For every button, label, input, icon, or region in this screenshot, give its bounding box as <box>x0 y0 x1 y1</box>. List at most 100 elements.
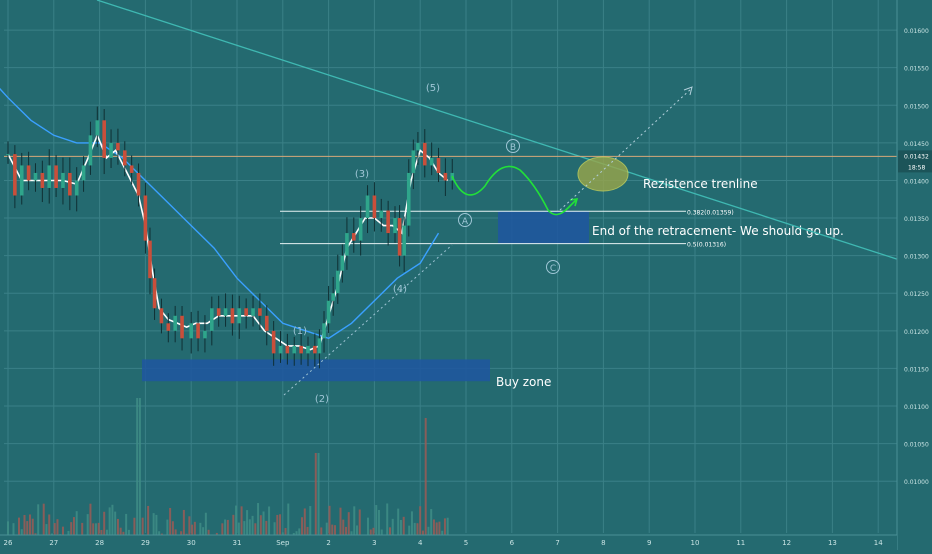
retracement-zone-label: End of the retracement- We should go up. <box>592 224 844 238</box>
time-tick-label: 29 <box>141 539 150 547</box>
candle <box>189 323 193 339</box>
volume-bar <box>432 519 435 548</box>
volume-bar <box>111 504 114 548</box>
volume-bar <box>443 518 446 548</box>
volume-bar <box>309 506 312 548</box>
candle <box>285 345 290 354</box>
volume-bar <box>152 513 155 548</box>
volume-bar <box>108 507 111 548</box>
current-price-countdown: 18:58 <box>908 164 925 171</box>
current-price-tag <box>898 150 932 173</box>
wave-circle <box>506 139 520 153</box>
wave-label: B <box>510 143 516 153</box>
volume-bar <box>75 511 78 548</box>
volume-bar <box>399 519 402 548</box>
volume-bar <box>375 505 378 548</box>
volume-bar <box>125 513 128 548</box>
candle <box>159 308 164 324</box>
candle <box>216 308 221 316</box>
candle <box>416 142 420 151</box>
volume-bar <box>358 509 361 548</box>
volume-bar <box>133 517 136 548</box>
price-tick-label: 0.01050 <box>904 442 929 449</box>
time-axis-background <box>0 535 897 550</box>
candle <box>40 172 45 188</box>
zones: Buy zone End of the retracement- We shoul… <box>142 209 844 389</box>
candle <box>436 157 441 173</box>
candle <box>203 330 207 339</box>
price-tick-label: 0.01100 <box>904 404 929 411</box>
volume-bar <box>303 508 306 548</box>
wave-label: (2) <box>315 394 329 405</box>
volume-bar <box>386 503 389 548</box>
volume-bar <box>419 506 422 548</box>
time-tick-label: 5 <box>464 539 468 547</box>
volume-bar <box>251 515 254 548</box>
candle <box>74 180 79 196</box>
volume-bar <box>166 519 169 548</box>
current-price-label: 0.01432 <box>904 153 929 160</box>
candle <box>443 172 448 181</box>
candle <box>19 165 24 196</box>
volume-bar <box>141 517 144 548</box>
volume-bar <box>347 512 350 548</box>
price-tick-label: 0.01200 <box>904 329 929 336</box>
time-tick-label: 7 <box>555 539 559 547</box>
volume-bar <box>366 517 369 548</box>
candle <box>116 142 120 151</box>
time-tick-label: 13 <box>828 539 837 547</box>
wave-circle <box>546 260 560 274</box>
candle <box>406 172 411 226</box>
forecast-path <box>451 165 577 216</box>
price-tick-label: 0.01350 <box>904 216 929 223</box>
fib-label: 0.5(0.01316) <box>687 242 726 249</box>
volume-bar <box>28 514 31 548</box>
annotations: Rezistence trenline (1) (2) (3) (4) (5) A B C <box>283 83 758 405</box>
volume-bar <box>116 518 119 548</box>
volume-bar <box>410 511 413 548</box>
volume-bar <box>89 503 92 548</box>
price-tick-label: 0.01500 <box>904 103 929 110</box>
time-tick-label: 28 <box>95 539 104 547</box>
candle <box>345 233 349 256</box>
candle <box>306 345 310 354</box>
candle <box>180 315 184 339</box>
candle <box>278 345 283 354</box>
volume-bar <box>265 520 268 548</box>
price-tick-label: 0.01150 <box>904 366 929 373</box>
fib-label: 0.382(0.01359) <box>687 209 734 216</box>
volume-bar <box>301 517 304 548</box>
candle <box>379 210 384 219</box>
candle <box>95 120 100 136</box>
candle <box>397 218 402 256</box>
indicator-lines <box>0 0 898 351</box>
volume-bar <box>182 509 185 548</box>
volume-bar <box>342 519 345 548</box>
volume-bar <box>56 519 59 548</box>
candle <box>411 150 416 173</box>
candle <box>251 308 255 316</box>
candle <box>429 157 434 166</box>
volume-bar <box>391 518 394 548</box>
candle <box>166 323 171 331</box>
candle <box>331 293 335 301</box>
candle <box>237 308 242 324</box>
volume-bar <box>147 505 150 548</box>
volume-bar <box>377 509 380 548</box>
grid <box>4 0 897 533</box>
volume-bar <box>235 505 238 548</box>
candle <box>6 154 10 156</box>
price-tick-label: 0.01600 <box>904 28 929 35</box>
volume-bar <box>246 510 249 548</box>
candle <box>33 172 38 181</box>
retracement-zone <box>498 211 589 244</box>
wave-label: A <box>462 217 469 227</box>
price-tick-label: 0.01550 <box>904 66 929 73</box>
time-tick-label: 9 <box>647 539 651 547</box>
target-ellipse <box>577 156 629 192</box>
moving-average-blue <box>0 87 440 340</box>
wave-circle <box>458 213 472 227</box>
volume-bar <box>259 515 262 548</box>
time-tick-label: 8 <box>601 539 605 547</box>
